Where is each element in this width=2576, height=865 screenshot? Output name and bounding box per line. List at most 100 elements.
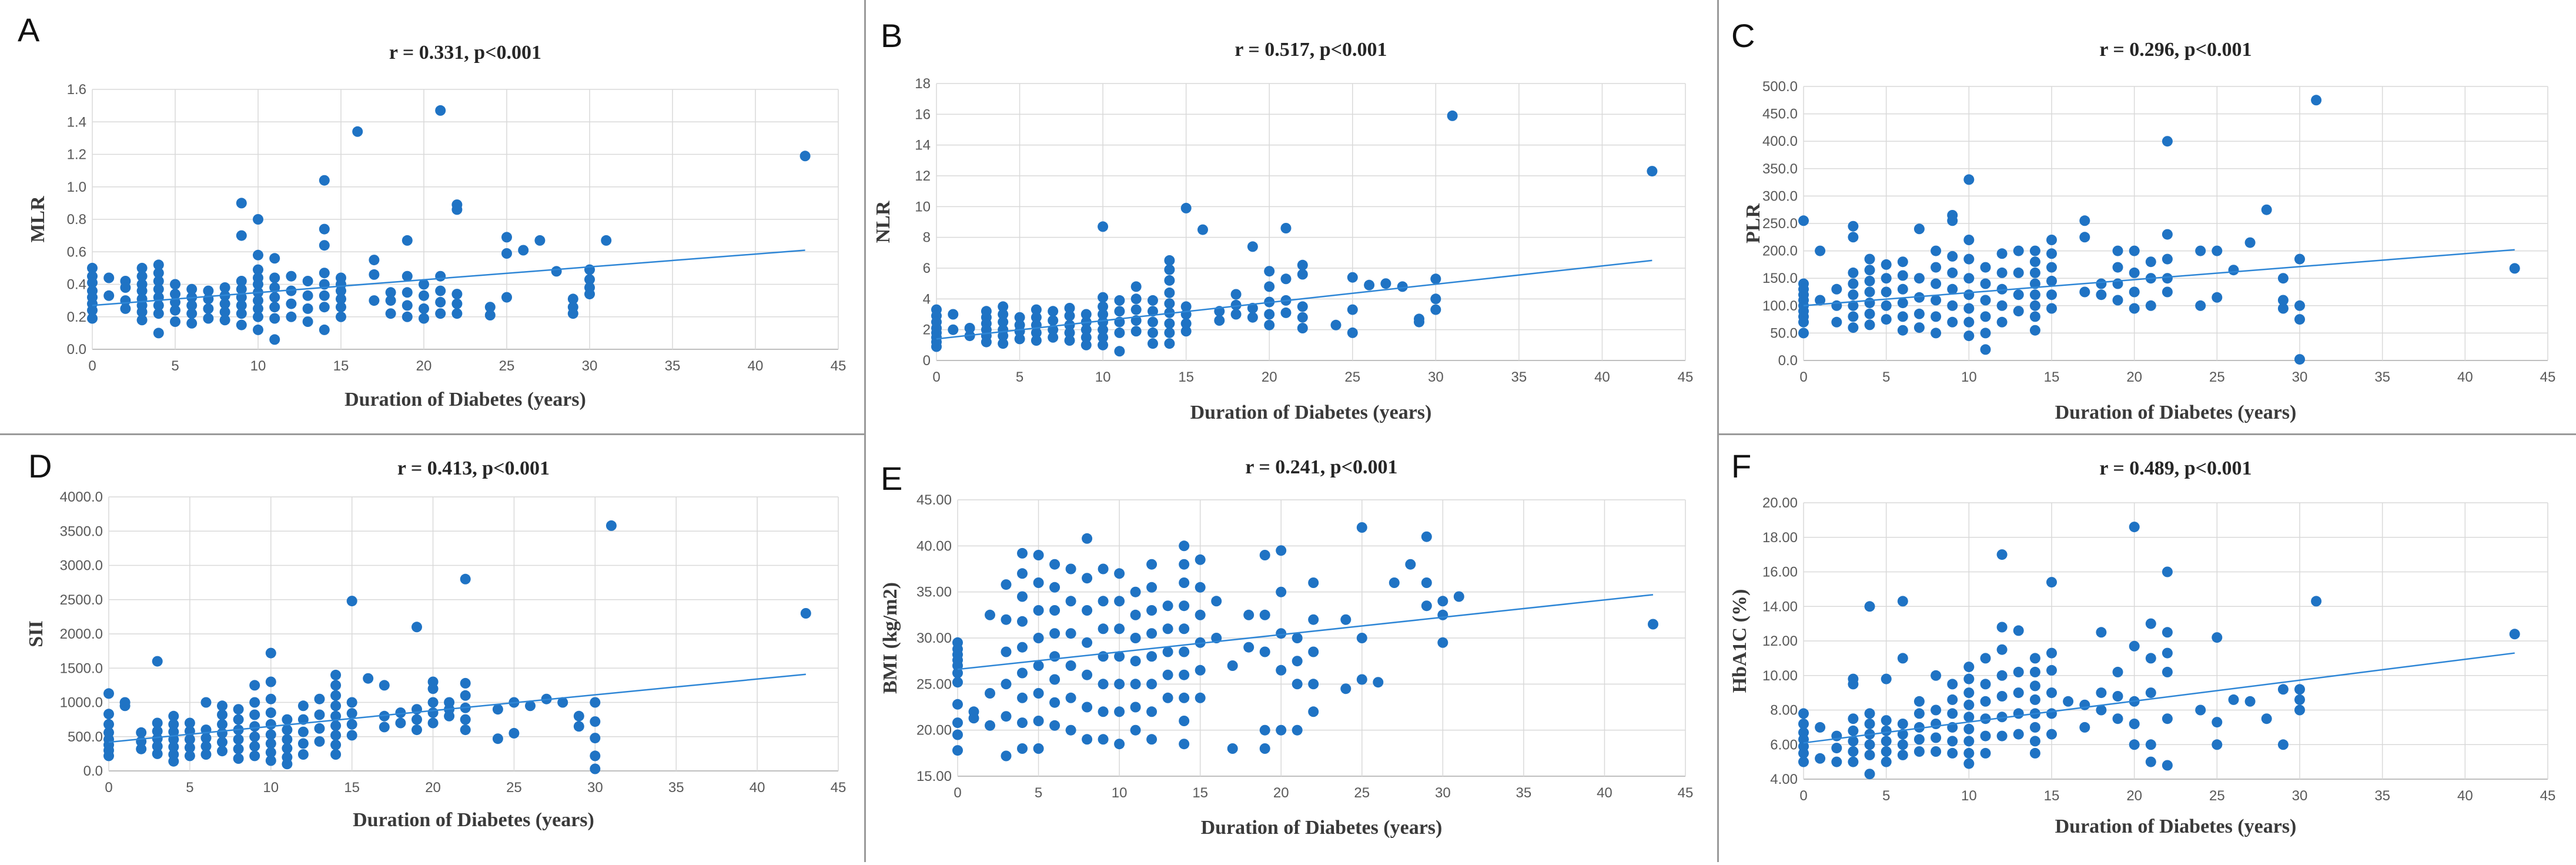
data-point-d bbox=[233, 714, 244, 725]
data-point-f bbox=[2294, 684, 2305, 695]
data-point-a bbox=[153, 328, 164, 339]
data-point-f bbox=[1913, 746, 1925, 757]
data-point-d bbox=[233, 734, 244, 745]
data-point-f bbox=[1913, 722, 1925, 733]
data-point-d bbox=[508, 727, 520, 739]
y-axis-label-a: MLR bbox=[27, 196, 49, 243]
data-point-e bbox=[1259, 724, 1270, 736]
data-point-a bbox=[302, 316, 313, 327]
trend-line-c bbox=[1803, 249, 2515, 307]
data-point-c bbox=[2162, 253, 2173, 265]
data-point-f bbox=[2294, 704, 2305, 716]
x-tick-label-f: 15 bbox=[2044, 788, 2060, 804]
data-point-c bbox=[2129, 303, 2140, 314]
data-point-c bbox=[2261, 204, 2272, 215]
y-tick-label-c: 150.0 bbox=[1762, 270, 1798, 286]
data-point-c bbox=[1815, 245, 1826, 256]
data-point-f bbox=[1947, 694, 1958, 705]
y-tick-label-f: 14.00 bbox=[1762, 599, 1798, 614]
data-point-e bbox=[1356, 633, 1367, 643]
data-point-b bbox=[1130, 293, 1142, 305]
data-point-e bbox=[1195, 582, 1206, 593]
data-point-e bbox=[1001, 646, 1012, 657]
data-point-e bbox=[1308, 679, 1319, 690]
data-point-d bbox=[427, 707, 439, 718]
data-point-a bbox=[451, 298, 463, 309]
data-point-f bbox=[2212, 717, 2223, 728]
data-point-d bbox=[330, 730, 342, 741]
data-point-d bbox=[330, 739, 342, 750]
data-point-f bbox=[2162, 666, 2173, 677]
data-point-b bbox=[948, 309, 959, 320]
panel-f: 4.00 6.00 8.00 10.00 12.00 14.00 16.00 18.00 20.… bbox=[1729, 447, 2555, 837]
data-point-c bbox=[1864, 253, 1875, 265]
data-point-d bbox=[152, 741, 163, 752]
data-point-f bbox=[2244, 696, 2256, 707]
data-point-c bbox=[2013, 267, 2024, 278]
data-point-f bbox=[1913, 696, 1925, 707]
data-point-e bbox=[1033, 716, 1044, 726]
data-point-b bbox=[1164, 264, 1175, 275]
data-point-d bbox=[330, 720, 342, 732]
data-point-c bbox=[1848, 289, 1859, 300]
data-point-d bbox=[200, 697, 212, 708]
data-point-c bbox=[2046, 303, 2057, 314]
data-point-f bbox=[2145, 739, 2156, 750]
data-point-f bbox=[1881, 715, 1892, 726]
data-point-d bbox=[168, 719, 179, 730]
data-point-f bbox=[2013, 666, 2024, 677]
data-point-d bbox=[297, 726, 309, 737]
data-point-d bbox=[297, 749, 309, 760]
x-tick-label-c: 0 bbox=[1799, 369, 1807, 385]
data-point-c bbox=[2029, 289, 2040, 300]
data-point-b bbox=[1031, 335, 1042, 346]
data-point-b bbox=[1048, 306, 1059, 317]
data-point-d bbox=[314, 693, 325, 704]
data-point-b bbox=[998, 330, 1009, 342]
data-point-d bbox=[103, 719, 114, 730]
data-point-a bbox=[336, 293, 346, 305]
data-point-a bbox=[153, 268, 164, 279]
y-tick-label-d: 2000.0 bbox=[60, 626, 103, 642]
data-point-d bbox=[265, 647, 276, 659]
data-point-c bbox=[1913, 322, 1925, 333]
x-tick-label-b: 45 bbox=[1678, 369, 1694, 385]
y-tick-label-c: 500.0 bbox=[1762, 79, 1798, 95]
data-point-a bbox=[269, 334, 280, 345]
data-point-f bbox=[1798, 747, 1809, 759]
data-point-a bbox=[186, 300, 198, 311]
y-tick-label-a: 0.6 bbox=[67, 244, 86, 260]
data-point-f bbox=[1831, 756, 1842, 767]
data-point-a bbox=[103, 272, 115, 283]
x-tick-label-b: 30 bbox=[1428, 369, 1444, 385]
data-point-c bbox=[2195, 300, 2206, 311]
data-point-a bbox=[170, 316, 180, 327]
data-point-c bbox=[2311, 95, 2322, 106]
y-tick-label-a: 0.4 bbox=[67, 277, 86, 293]
x-tick-label-d: 45 bbox=[831, 780, 847, 796]
data-point-d bbox=[346, 730, 357, 741]
data-point-a bbox=[369, 255, 380, 266]
data-point-c bbox=[1963, 253, 1975, 265]
y-tick-label-b: 6 bbox=[923, 260, 931, 276]
data-point-f bbox=[1963, 747, 1975, 759]
x-tick-label-d: 40 bbox=[750, 780, 765, 796]
x-tick-label-e: 40 bbox=[1597, 785, 1612, 801]
data-point-d bbox=[330, 700, 342, 712]
data-point-f bbox=[1963, 699, 1975, 710]
data-point-e bbox=[1276, 545, 1287, 556]
data-point-f bbox=[1931, 746, 1942, 757]
data-point-c bbox=[2046, 289, 2057, 300]
data-point-a bbox=[369, 269, 380, 280]
data-point-e bbox=[1162, 623, 1173, 634]
panel-letter-f: F bbox=[1731, 447, 1751, 485]
y-tick-label-c: 300.0 bbox=[1762, 188, 1798, 204]
data-point-a bbox=[219, 298, 230, 309]
data-point-a bbox=[236, 230, 247, 241]
data-point-d bbox=[800, 608, 811, 619]
data-point-c bbox=[1996, 300, 2008, 311]
data-point-b bbox=[1130, 326, 1142, 337]
data-point-f bbox=[2079, 699, 2090, 710]
data-point-e bbox=[1146, 679, 1157, 690]
data-point-d bbox=[379, 722, 390, 733]
